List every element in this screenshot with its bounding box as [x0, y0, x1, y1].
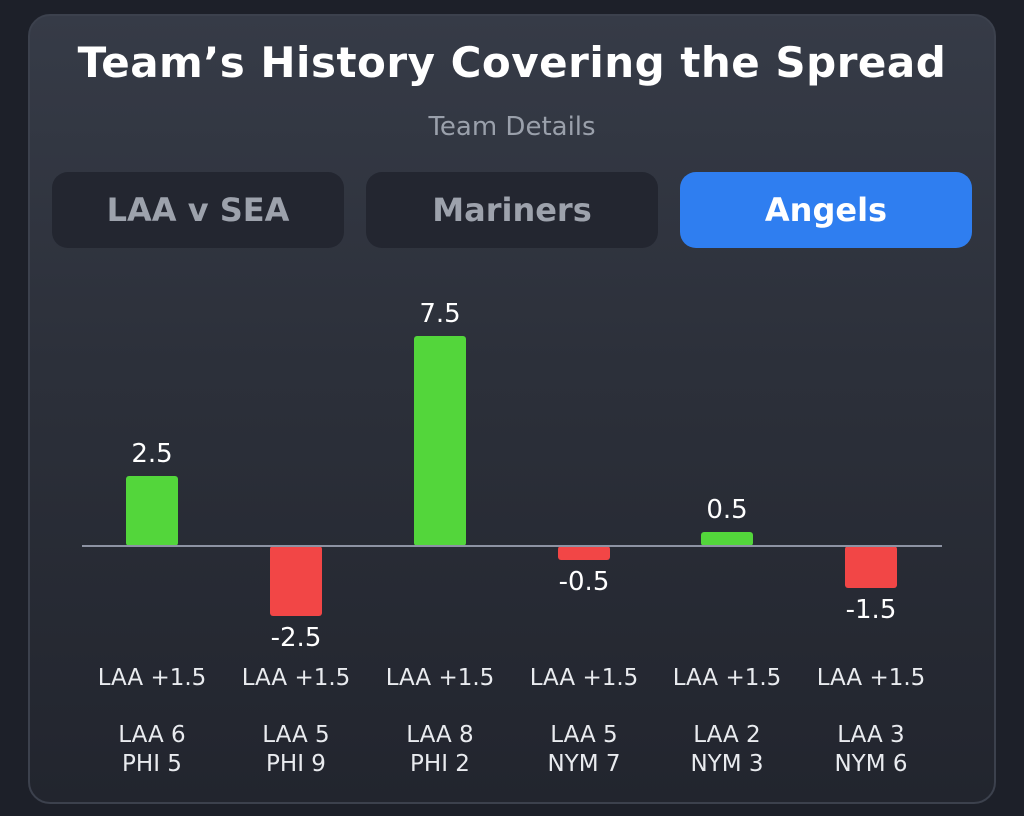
chart-title: Team’s History Covering the Spread	[77, 38, 947, 87]
score-line-team: LAA 5	[262, 722, 329, 748]
spread-label: LAA +1.5	[530, 665, 639, 691]
bar-value-label: 2.5	[131, 439, 172, 469]
score-line-opponent: PHI 9	[266, 751, 326, 777]
bar	[845, 546, 897, 588]
spread-label: LAA +1.5	[817, 665, 926, 691]
score-line-team: LAA 8	[406, 722, 473, 748]
bar-value-label: 0.5	[706, 495, 747, 525]
bar	[701, 532, 753, 546]
score-line-team: LAA 2	[693, 722, 760, 748]
chart-subtitle: Team Details	[428, 112, 596, 142]
score-line-opponent: PHI 5	[122, 751, 182, 777]
bar	[558, 546, 610, 560]
tab-angels[interactable]: Angels	[680, 172, 972, 248]
bar-value-label: -0.5	[559, 567, 610, 597]
bar	[414, 336, 466, 546]
spread-label: LAA +1.5	[673, 665, 782, 691]
score-line-team: LAA 6	[118, 722, 185, 748]
score-line-opponent: NYM 7	[547, 751, 620, 777]
spread-label: LAA +1.5	[98, 665, 207, 691]
chart-card	[28, 14, 996, 804]
score-line-opponent: NYM 3	[690, 751, 763, 777]
score-line-opponent: NYM 6	[834, 751, 907, 777]
bar-value-label: -2.5	[271, 623, 322, 653]
tab-matchup[interactable]: LAA v SEA	[52, 172, 344, 248]
bar	[126, 476, 178, 546]
spread-label: LAA +1.5	[242, 665, 351, 691]
tab-mariners[interactable]: Mariners	[366, 172, 658, 248]
spread-label: LAA +1.5	[386, 665, 495, 691]
score-line-team: LAA 3	[837, 722, 904, 748]
score-line-team: LAA 5	[550, 722, 617, 748]
score-line-opponent: PHI 2	[410, 751, 470, 777]
bar-value-label: 7.5	[419, 299, 460, 329]
bar-value-label: -1.5	[846, 595, 897, 625]
bar	[270, 546, 322, 616]
